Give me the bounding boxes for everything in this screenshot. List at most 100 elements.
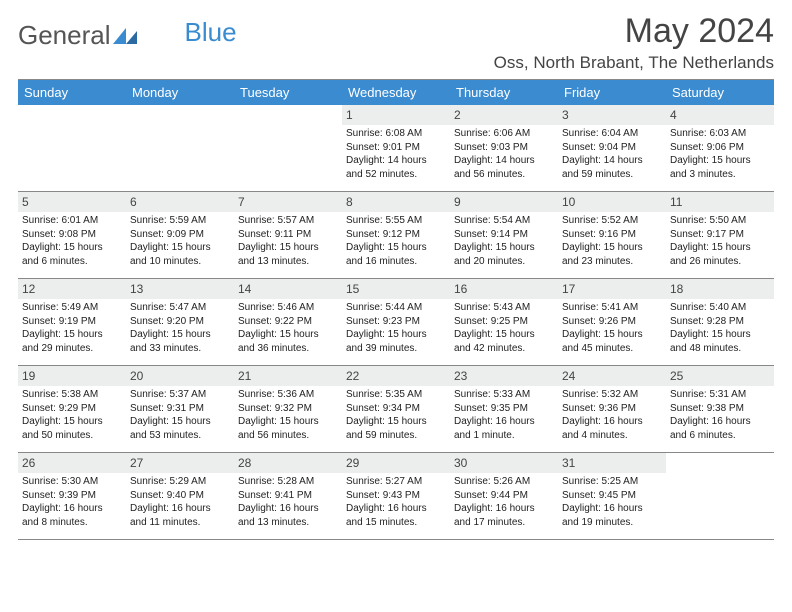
day-detail: Daylight: 16 hours [238, 502, 338, 516]
day-number: 12 [18, 279, 126, 299]
day-detail: Sunset: 9:25 PM [454, 315, 554, 329]
day-number: 16 [450, 279, 558, 299]
day-detail: Daylight: 15 hours [454, 241, 554, 255]
day-detail: and 11 minutes. [130, 516, 230, 530]
day-detail: Sunset: 9:11 PM [238, 228, 338, 242]
calendar-day: 29Sunrise: 5:27 AMSunset: 9:43 PMDayligh… [342, 453, 450, 539]
calendar-day: 2Sunrise: 6:06 AMSunset: 9:03 PMDaylight… [450, 105, 558, 191]
day-detail: Sunrise: 5:46 AM [238, 301, 338, 315]
day-detail: Sunset: 9:34 PM [346, 402, 446, 416]
day-detail: and 20 minutes. [454, 255, 554, 269]
day-detail: Sunset: 9:14 PM [454, 228, 554, 242]
calendar-day: 24Sunrise: 5:32 AMSunset: 9:36 PMDayligh… [558, 366, 666, 452]
day-detail: Sunrise: 5:43 AM [454, 301, 554, 315]
day-detail: Sunrise: 6:08 AM [346, 127, 446, 141]
day-number: 13 [126, 279, 234, 299]
day-number: 18 [666, 279, 774, 299]
day-detail: Daylight: 16 hours [562, 415, 662, 429]
day-number: 20 [126, 366, 234, 386]
day-number: 8 [342, 192, 450, 212]
calendar-day [18, 105, 126, 191]
day-detail: Sunrise: 5:31 AM [670, 388, 770, 402]
calendar-day: 10Sunrise: 5:52 AMSunset: 9:16 PMDayligh… [558, 192, 666, 278]
day-detail: Daylight: 15 hours [130, 415, 230, 429]
day-detail: Daylight: 15 hours [22, 328, 122, 342]
day-detail: and 39 minutes. [346, 342, 446, 356]
day-number: 6 [126, 192, 234, 212]
day-detail: and 50 minutes. [22, 429, 122, 443]
calendar-day: 12Sunrise: 5:49 AMSunset: 9:19 PMDayligh… [18, 279, 126, 365]
calendar-day: 17Sunrise: 5:41 AMSunset: 9:26 PMDayligh… [558, 279, 666, 365]
day-detail: Daylight: 16 hours [454, 415, 554, 429]
calendar-day: 28Sunrise: 5:28 AMSunset: 9:41 PMDayligh… [234, 453, 342, 539]
day-detail: Daylight: 15 hours [238, 328, 338, 342]
calendar-day: 9Sunrise: 5:54 AMSunset: 9:14 PMDaylight… [450, 192, 558, 278]
day-detail: Daylight: 15 hours [238, 241, 338, 255]
day-detail: and 56 minutes. [238, 429, 338, 443]
calendar-day: 6Sunrise: 5:59 AMSunset: 9:09 PMDaylight… [126, 192, 234, 278]
day-number: 21 [234, 366, 342, 386]
calendar-week: 5Sunrise: 6:01 AMSunset: 9:08 PMDaylight… [18, 192, 774, 279]
day-detail: and 33 minutes. [130, 342, 230, 356]
day-detail: and 6 minutes. [22, 255, 122, 269]
day-detail: and 56 minutes. [454, 168, 554, 182]
day-number: 22 [342, 366, 450, 386]
day-number: 27 [126, 453, 234, 473]
day-detail: Sunset: 9:01 PM [346, 141, 446, 155]
day-detail: and 48 minutes. [670, 342, 770, 356]
weekday-header-row: SundayMondayTuesdayWednesdayThursdayFrid… [18, 80, 774, 105]
calendar-week: 12Sunrise: 5:49 AMSunset: 9:19 PMDayligh… [18, 279, 774, 366]
day-detail: Sunrise: 5:37 AM [130, 388, 230, 402]
weekday-header: Sunday [18, 80, 126, 105]
calendar-day: 22Sunrise: 5:35 AMSunset: 9:34 PMDayligh… [342, 366, 450, 452]
day-detail: Sunrise: 5:47 AM [130, 301, 230, 315]
day-detail: and 19 minutes. [562, 516, 662, 530]
day-detail: Sunset: 9:08 PM [22, 228, 122, 242]
day-number: 9 [450, 192, 558, 212]
day-detail: Sunset: 9:04 PM [562, 141, 662, 155]
day-detail: Daylight: 14 hours [454, 154, 554, 168]
day-detail: Sunrise: 5:36 AM [238, 388, 338, 402]
calendar-week: 19Sunrise: 5:38 AMSunset: 9:29 PMDayligh… [18, 366, 774, 453]
day-detail: and 17 minutes. [454, 516, 554, 530]
location-text: Oss, North Brabant, The Netherlands [494, 53, 774, 73]
day-detail: Daylight: 16 hours [130, 502, 230, 516]
day-detail: Sunset: 9:17 PM [670, 228, 770, 242]
weekday-header: Wednesday [342, 80, 450, 105]
day-detail: Sunset: 9:31 PM [130, 402, 230, 416]
day-detail: Sunset: 9:22 PM [238, 315, 338, 329]
day-detail: and 45 minutes. [562, 342, 662, 356]
day-detail: Sunset: 9:32 PM [238, 402, 338, 416]
day-number: 1 [342, 105, 450, 125]
day-detail: Daylight: 14 hours [346, 154, 446, 168]
day-detail: Sunrise: 5:57 AM [238, 214, 338, 228]
day-detail: and 3 minutes. [670, 168, 770, 182]
day-detail: Sunset: 9:40 PM [130, 489, 230, 503]
day-number: 29 [342, 453, 450, 473]
calendar-grid: 1Sunrise: 6:08 AMSunset: 9:01 PMDaylight… [18, 105, 774, 540]
calendar-day: 31Sunrise: 5:25 AMSunset: 9:45 PMDayligh… [558, 453, 666, 539]
day-detail: Daylight: 15 hours [130, 241, 230, 255]
day-detail: and 36 minutes. [238, 342, 338, 356]
day-detail: Sunset: 9:26 PM [562, 315, 662, 329]
day-detail: and 13 minutes. [238, 516, 338, 530]
brand-mark-icon [113, 20, 139, 51]
day-detail: and 4 minutes. [562, 429, 662, 443]
day-detail: Sunrise: 5:44 AM [346, 301, 446, 315]
calendar-day: 11Sunrise: 5:50 AMSunset: 9:17 PMDayligh… [666, 192, 774, 278]
calendar-day: 25Sunrise: 5:31 AMSunset: 9:38 PMDayligh… [666, 366, 774, 452]
day-detail: and 8 minutes. [22, 516, 122, 530]
day-detail: Sunrise: 5:52 AM [562, 214, 662, 228]
day-detail: Sunrise: 5:49 AM [22, 301, 122, 315]
day-number: 2 [450, 105, 558, 125]
day-detail: Sunrise: 5:29 AM [130, 475, 230, 489]
day-detail: and 10 minutes. [130, 255, 230, 269]
calendar-day: 14Sunrise: 5:46 AMSunset: 9:22 PMDayligh… [234, 279, 342, 365]
day-number: 30 [450, 453, 558, 473]
calendar-week: 26Sunrise: 5:30 AMSunset: 9:39 PMDayligh… [18, 453, 774, 540]
day-detail: Sunrise: 5:32 AM [562, 388, 662, 402]
day-detail: and 26 minutes. [670, 255, 770, 269]
day-detail: Sunrise: 5:50 AM [670, 214, 770, 228]
day-detail: Daylight: 15 hours [22, 241, 122, 255]
calendar: SundayMondayTuesdayWednesdayThursdayFrid… [18, 79, 774, 540]
